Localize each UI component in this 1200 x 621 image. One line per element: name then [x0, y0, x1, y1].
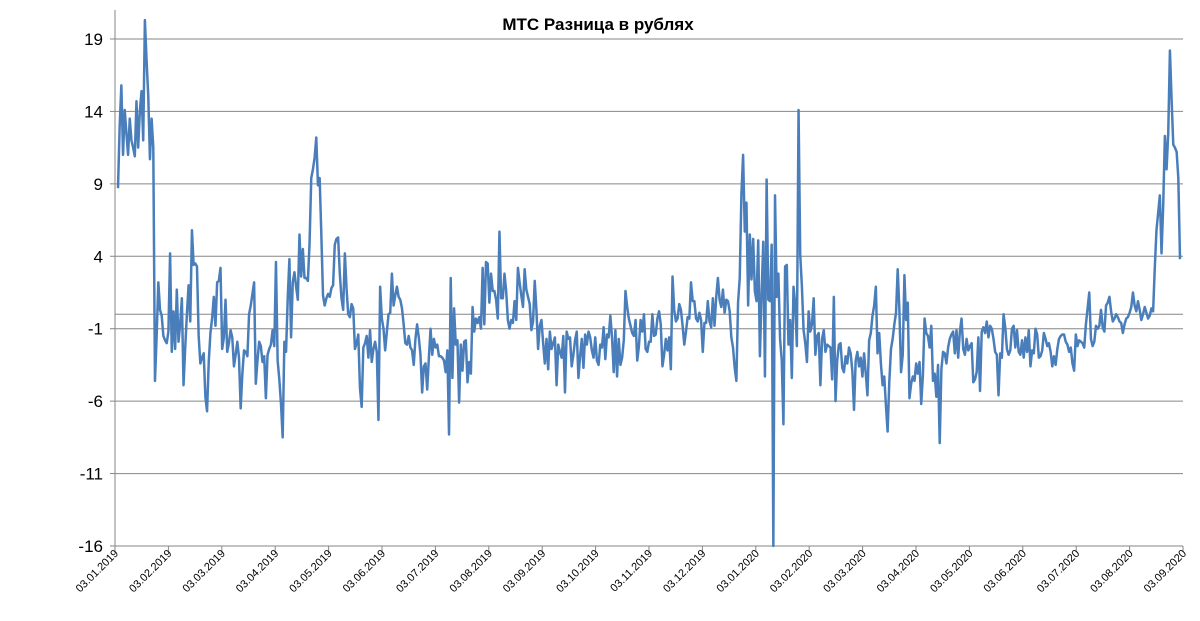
y-tick-label: 19 [84, 30, 103, 49]
y-tick-label: -11 [80, 465, 103, 484]
series-line [116, 18, 1182, 548]
x-tick-label: 03.04.2019 [234, 548, 281, 595]
x-tick-label: 03.07.2019 [394, 548, 441, 595]
x-tick-label: 03.03.2020 [821, 548, 868, 595]
y-tick-label: -1 [88, 320, 103, 339]
x-tick-label: 03.11.2019 [608, 548, 655, 595]
x-tick-label: 03.02.2019 [127, 548, 174, 595]
x-tick-label: 03.09.2019 [501, 548, 548, 595]
x-tick-label: 03.03.2019 [181, 548, 228, 595]
y-tick-label: 14 [84, 102, 103, 121]
x-tick-label: 03.05.2020 [928, 548, 975, 595]
x-tick-label: 03.05.2019 [287, 548, 334, 595]
y-tick-label: 9 [94, 175, 103, 194]
x-tick-label: 03.12.2019 [661, 548, 708, 595]
y-tick-label: -16 [78, 537, 103, 556]
gridlines [115, 38, 1183, 547]
x-tick-label: 03.02.2020 [768, 548, 815, 595]
x-tick-label: 03.04.2020 [875, 548, 922, 595]
x-axis-ticks: 03.01.2019 03.02.2019 03.03.2019 03.04.2019… [74, 546, 1189, 595]
x-tick-label: 03.08.2019 [448, 548, 495, 595]
x-tick-label: 03.09.2020 [1142, 548, 1189, 595]
x-tick-label: 03.10.2019 [554, 548, 601, 595]
x-tick-label: 03.01.2020 [715, 548, 762, 595]
y-tick-label: -6 [88, 392, 103, 411]
x-tick-label: 03.06.2019 [341, 548, 388, 595]
y-tick-label: 4 [94, 247, 103, 266]
y-axis-ticks: 19 14 9 4 -1 -6 -11 -16 [78, 30, 115, 556]
x-tick-label: 03.08.2020 [1088, 548, 1135, 595]
x-tick-label: 03.06.2020 [982, 548, 1029, 595]
x-tick-label: 03.07.2020 [1035, 548, 1082, 595]
chart-title: МТС Разница в рублях [502, 15, 694, 34]
